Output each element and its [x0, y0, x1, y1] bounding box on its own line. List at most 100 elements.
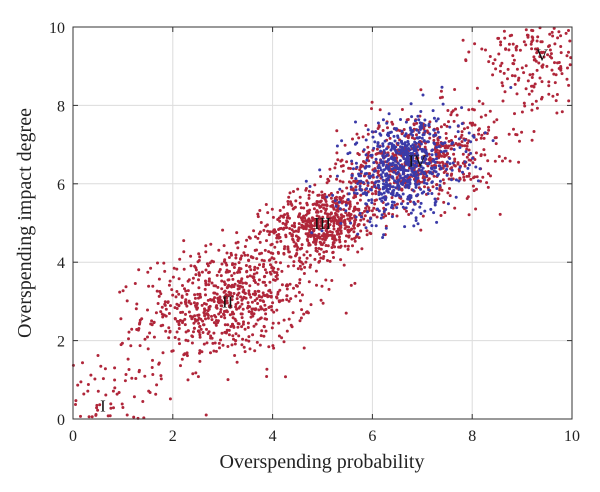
data-point-red	[502, 29, 506, 33]
data-point-red	[82, 392, 86, 396]
data-point-red	[226, 278, 230, 282]
data-point-red	[177, 292, 181, 296]
data-point-red	[293, 244, 297, 248]
data-point-red	[333, 166, 337, 170]
data-point-blue	[445, 173, 449, 177]
data-point-blue	[429, 207, 433, 211]
data-point-red	[150, 319, 154, 323]
data-point-red	[87, 415, 91, 419]
data-point-red	[552, 26, 556, 30]
data-point-blue	[364, 166, 367, 170]
data-point-red	[191, 335, 195, 339]
y-tick-label: 6	[57, 177, 65, 194]
data-point-blue	[400, 202, 403, 206]
data-point-red	[264, 283, 268, 287]
data-point-red	[146, 308, 149, 312]
data-point-red	[421, 214, 425, 218]
data-point-blue	[460, 122, 464, 126]
data-point-blue	[416, 136, 420, 140]
x-tick-label: 10	[564, 428, 580, 445]
data-point-blue	[415, 194, 418, 198]
data-point-red	[111, 389, 115, 393]
data-point-red	[232, 292, 236, 295]
data-point-red	[262, 300, 266, 304]
data-point-blue	[458, 146, 462, 149]
data-point-red	[345, 225, 349, 229]
data-point-red	[353, 281, 357, 285]
data-point-red	[272, 278, 275, 282]
data-point-red	[268, 230, 272, 234]
data-point-red	[567, 99, 571, 103]
data-point-red	[192, 301, 196, 305]
data-point-blue	[430, 153, 434, 157]
data-point-blue	[331, 193, 335, 197]
data-point-blue	[441, 102, 445, 106]
data-point-red	[151, 373, 155, 376]
data-point-red	[540, 65, 544, 69]
data-point-red	[216, 285, 220, 289]
data-point-blue	[405, 162, 409, 166]
data-point-blue	[401, 172, 405, 176]
data-point-red	[155, 289, 159, 293]
data-point-red	[267, 233, 271, 237]
data-point-red	[175, 290, 179, 293]
data-point-red	[216, 296, 220, 300]
data-point-blue	[385, 121, 389, 125]
cluster-label-iv: IV	[408, 151, 427, 170]
data-point-blue	[398, 159, 402, 163]
data-point-red	[328, 259, 332, 263]
data-point-red	[425, 129, 429, 133]
data-point-red	[499, 64, 503, 68]
data-point-blue	[369, 174, 373, 178]
data-point-red	[554, 99, 558, 103]
data-point-red	[210, 314, 213, 318]
data-point-red	[108, 414, 112, 418]
data-point-red	[236, 325, 240, 329]
data-point-red	[149, 322, 153, 326]
data-point-red	[204, 317, 207, 321]
data-point-blue	[431, 148, 435, 152]
data-point-red	[223, 316, 227, 320]
data-point-blue	[450, 178, 453, 182]
data-point-red	[322, 206, 326, 210]
data-point-red	[182, 267, 186, 271]
data-point-red	[393, 203, 397, 207]
data-point-red	[247, 310, 251, 314]
x-tick-label: 8	[468, 428, 476, 445]
data-point-red	[569, 56, 573, 60]
data-point-red	[252, 279, 256, 283]
data-point-red	[442, 181, 446, 185]
data-point-red	[318, 259, 322, 263]
data-point-red	[336, 209, 340, 213]
data-point-red	[167, 326, 171, 330]
data-point-red	[560, 72, 564, 76]
data-point-red	[316, 235, 320, 239]
data-point-red	[246, 321, 250, 325]
data-point-blue	[344, 203, 348, 207]
data-point-red	[473, 123, 477, 127]
data-point-blue	[374, 157, 378, 161]
data-point-blue	[409, 211, 413, 215]
data-point-red	[551, 34, 555, 38]
data-point-red	[289, 323, 293, 327]
y-axis-title: Overspending impact degree	[14, 108, 36, 338]
data-point-red	[343, 220, 347, 224]
data-point-red	[471, 161, 475, 165]
data-point-red	[242, 295, 246, 299]
data-point-red	[207, 271, 211, 275]
data-point-red	[227, 256, 231, 259]
data-point-red	[288, 227, 292, 230]
data-point-red	[340, 189, 344, 193]
data-point-red	[466, 141, 469, 145]
data-point-red	[460, 140, 464, 144]
data-point-red	[555, 93, 559, 96]
data-point-red	[497, 155, 501, 158]
data-point-red	[190, 341, 194, 345]
data-point-red	[328, 174, 332, 178]
data-point-red	[220, 287, 224, 291]
data-point-red	[302, 227, 306, 231]
data-point-red	[81, 361, 84, 365]
data-point-red	[366, 154, 370, 158]
data-point-red	[475, 175, 479, 179]
data-point-red	[278, 209, 282, 212]
